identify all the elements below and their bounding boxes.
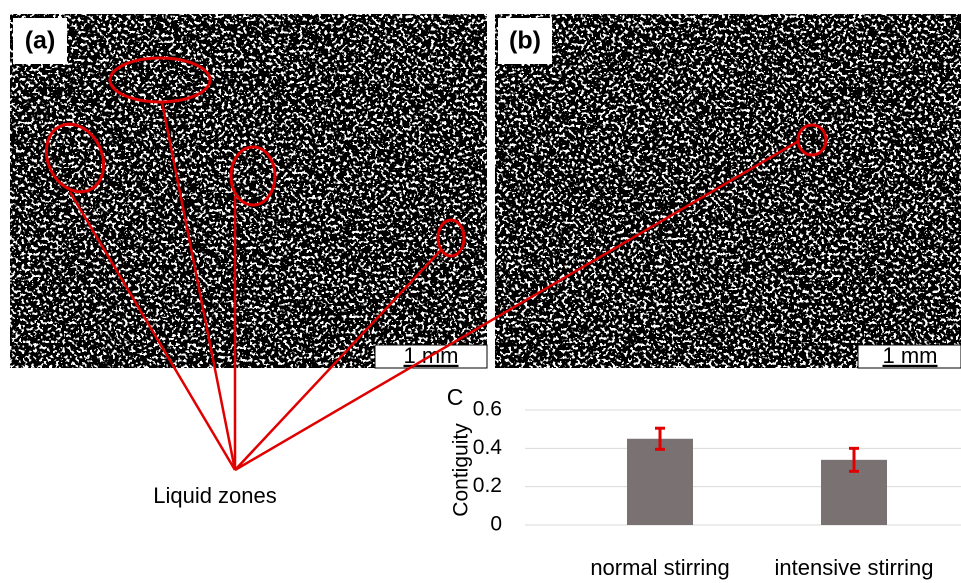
y-tick-label: 0 — [490, 513, 502, 536]
zone-ellipse — [229, 145, 277, 207]
y-tick-label: 0.4 — [473, 436, 503, 459]
pointer — [234, 250, 441, 471]
micrograph-b — [495, 14, 961, 368]
pointer — [160, 101, 237, 471]
pointer — [68, 191, 237, 471]
panel-label: (a) — [25, 27, 56, 55]
annotations — [44, 56, 828, 472]
bar — [627, 438, 693, 525]
y-tick-label: 0.6 — [473, 398, 502, 421]
zone-ellipse — [108, 56, 212, 104]
panel-label: (b) — [509, 27, 541, 55]
panel-label: C — [447, 384, 464, 410]
scale-bar: 1 mm — [883, 343, 938, 368]
error-bar — [849, 446, 859, 473]
x-tick-label: normal stirring — [590, 555, 729, 580]
zone-ellipse — [436, 218, 466, 258]
zone-ellipse — [44, 122, 106, 194]
y-tick-label: 0.2 — [473, 474, 502, 497]
scale-bar-box — [857, 344, 961, 369]
y-axis-label: Contiguity — [450, 423, 473, 517]
label-box — [498, 18, 552, 64]
x-tick-label: intensive stirring — [775, 555, 934, 580]
bar-chart: C Contiguity 0 0.2 0.4 0.6 normal stirring in… — [447, 384, 961, 580]
label-box — [13, 18, 67, 64]
error-bar — [655, 426, 665, 451]
pointer — [234, 140, 798, 472]
micrographs: (a) (b) 1 mm 1 mm — [10, 14, 961, 369]
annotation-label: Liquid zones — [153, 483, 277, 508]
zone-ellipse — [796, 123, 828, 157]
